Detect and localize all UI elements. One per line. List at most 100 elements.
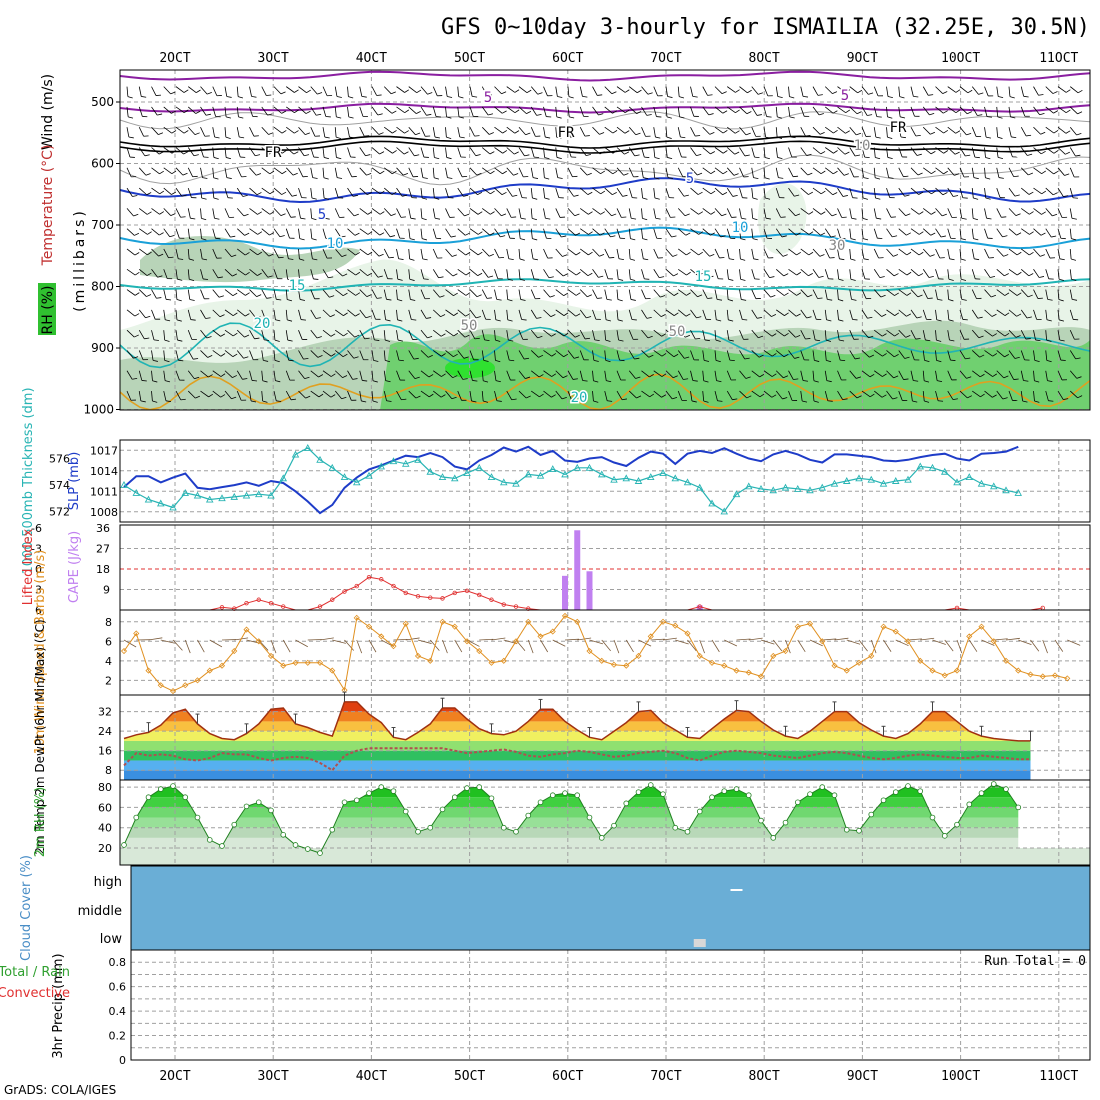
- cape-bar: [586, 571, 593, 610]
- upper-wind-barb: [445, 370, 453, 378]
- upper-wind-barb-flag: [398, 258, 404, 260]
- upper-wind-barb: [530, 350, 539, 358]
- upper-wind-barb-flag: [753, 177, 759, 180]
- surface-wind-barb: [895, 639, 909, 647]
- upper-wind-barb-flag: [967, 395, 972, 399]
- precip-frame: [130, 949, 1091, 1061]
- upper-wind-barb-flag: [765, 217, 771, 220]
- upper-wind-barb-flag: [440, 394, 446, 398]
- upper-wind-barb-flag: [422, 197, 428, 200]
- upper-wind-barb: [763, 86, 769, 97]
- thickness-point: [989, 482, 998, 490]
- upper-wind-barb: [175, 106, 185, 113]
- thickness-point: [720, 507, 729, 515]
- upper-wind-barb-flag: [336, 96, 342, 98]
- upper-wind-barb-flag: [451, 396, 457, 400]
- upper-wind-barb-flag: [783, 353, 789, 358]
- upper-wind-barb: [690, 370, 694, 381]
- upper-wind-barb-flag: [1059, 278, 1065, 281]
- upper-wind-barb: [285, 167, 294, 176]
- upper-wind-barb: [347, 106, 350, 117]
- upper-wind-barb: [592, 228, 601, 236]
- rh-point: [892, 789, 899, 795]
- upper-wind-barb: [567, 390, 573, 401]
- upper-wind-barb-flag: [132, 195, 138, 197]
- upper-wind-barb: [702, 208, 712, 215]
- upper-wind-barb: [212, 350, 222, 357]
- upper-wind-barb: [849, 208, 852, 219]
- upper-wind-barb: [518, 330, 524, 340]
- upper-wind-barb: [200, 350, 208, 358]
- upper-wind-barb-flag: [575, 292, 581, 296]
- upper-wind-barb: [837, 86, 846, 93]
- rh-band: [124, 827, 1019, 838]
- upper-wind-barb-flag: [936, 360, 942, 363]
- upper-wind-barb: [286, 126, 295, 134]
- upper-wind-barb: [298, 289, 301, 300]
- upper-wind-barb: [322, 106, 327, 117]
- upper-wind-barb-flag: [722, 110, 728, 114]
- rh-point: [831, 792, 838, 798]
- upper-wind-barb: [1008, 86, 1011, 97]
- upper-wind-barb-flag: [867, 114, 873, 116]
- upper-wind-barb-flag: [520, 238, 526, 241]
- thickness-point: [254, 490, 263, 498]
- upper-wind-barb: [224, 86, 228, 97]
- upper-wind-barb: [812, 350, 815, 361]
- rh-point: [439, 806, 446, 813]
- upper-wind-barb: [775, 86, 779, 97]
- upper-wind-barb-flag: [1046, 360, 1052, 363]
- upper-wind-barb-flag: [875, 197, 881, 200]
- upper-wind-barb: [1033, 167, 1042, 174]
- upper-wind-barb: [592, 187, 601, 195]
- upper-wind-barb-flag: [924, 359, 930, 362]
- upper-wind-barb: [518, 228, 521, 239]
- upper-wind-barb-flag: [967, 89, 973, 94]
- upper-wind-barb: [249, 268, 258, 276]
- upper-wind-barb: [469, 370, 473, 381]
- lifted-tick: -6: [31, 522, 42, 535]
- rh-base: [120, 848, 1090, 865]
- upper-wind-barb-flag: [372, 380, 378, 383]
- upper-wind-barb: [469, 187, 478, 195]
- upper-wind-barb-flag: [1047, 298, 1053, 301]
- upper-wind-barb-flag: [376, 94, 382, 96]
- upper-wind-barb-flag: [141, 380, 147, 382]
- upper-wind-barb: [543, 248, 548, 259]
- rh-point: [868, 811, 875, 818]
- wind-speed-point: [427, 657, 434, 664]
- upper-wind-barb-flag: [661, 373, 667, 377]
- wind-speed-point: [390, 643, 397, 650]
- upper-wind-barb-flag: [1013, 175, 1019, 178]
- upper-wind-barb: [1033, 147, 1042, 155]
- upper-wind-barb-flag: [630, 299, 636, 301]
- upper-wind-barb-flag: [854, 357, 861, 360]
- upper-wind-barb-flag: [262, 380, 268, 383]
- upper-wind-barb-flag: [744, 357, 750, 360]
- upper-wind-barb-flag: [352, 378, 358, 380]
- upper-wind-barb: [261, 289, 267, 299]
- upper-wind-barb: [347, 350, 355, 359]
- upper-wind-barb: [812, 208, 822, 215]
- upper-wind-barb: [1057, 350, 1062, 361]
- thickness-point: [622, 474, 631, 482]
- upper-wind-barb-flag: [538, 374, 544, 378]
- upper-wind-barb: [126, 187, 133, 197]
- upper-wind-barb: [788, 167, 794, 177]
- rh-point: [390, 788, 397, 794]
- upper-wind-barb: [163, 390, 167, 401]
- wind-speed-point: [684, 630, 691, 637]
- upper-wind-barb-flag: [1029, 251, 1034, 256]
- upper-wind-barb-flag: [642, 238, 648, 241]
- upper-wind-barb-flag: [806, 316, 812, 319]
- upper-wind-barb: [322, 269, 329, 278]
- cloud-level-label: middle: [78, 904, 122, 919]
- cape-tick: 18: [96, 563, 110, 576]
- upper-wind-barb-flag: [165, 400, 171, 402]
- upper-wind-barb: [383, 289, 387, 300]
- upper-wind-barb: [543, 147, 545, 158]
- wind-speed-point: [917, 657, 924, 664]
- upper-wind-barb: [873, 208, 877, 219]
- upper-wind-barb-flag: [379, 232, 385, 236]
- upper-wind-barb: [469, 127, 475, 137]
